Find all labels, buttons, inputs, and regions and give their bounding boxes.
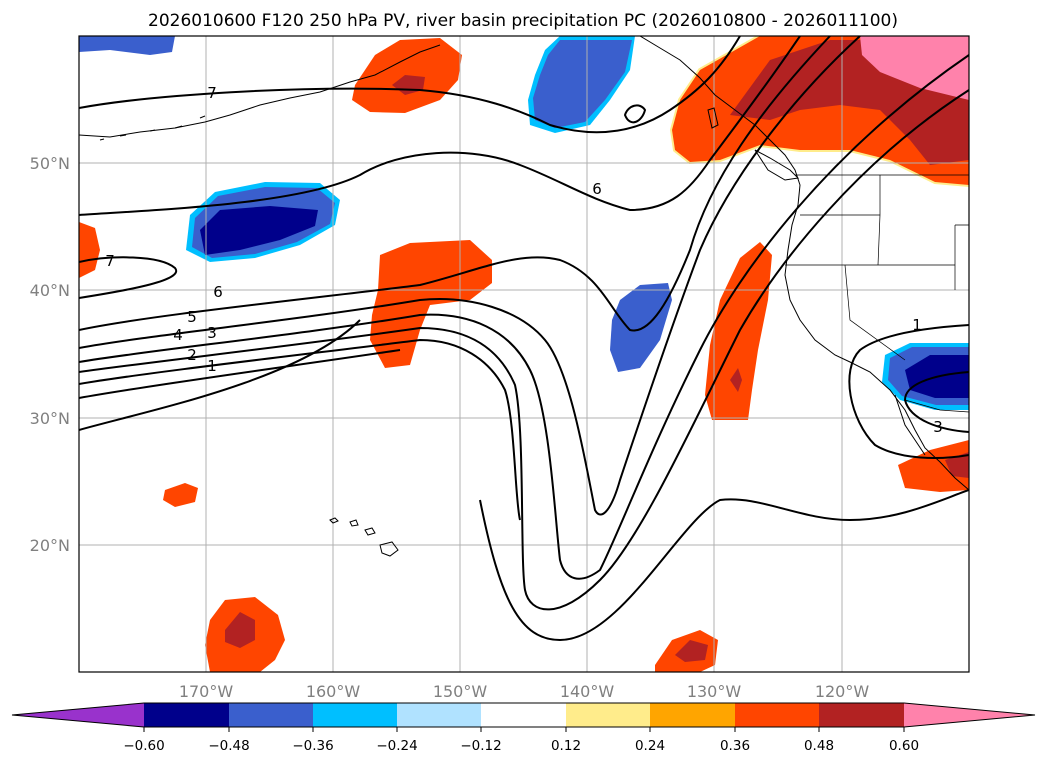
colorbar-tick-label: 0.12 [551,738,581,754]
contour-label: 1 [912,316,922,334]
pv-contour-small-loop [623,104,647,124]
contour-label: 6 [592,180,602,198]
colorbar-tick-label: −0.48 [208,738,249,754]
negative-precip-core [200,206,318,255]
positive-precip-region [370,240,492,368]
pv-contour-1-ridge [79,319,969,642]
precip-shading [79,36,969,672]
colorbar-extend-high [904,703,1035,727]
contour-label: 5 [187,308,197,326]
pv-contour-5 [79,36,861,516]
colorbar-segment [144,703,229,727]
colorbar-segment [313,703,397,727]
map-panel: 7 6 7 6 5 4 3 2 1 1 3 [79,36,969,672]
negative-precip-region [533,40,632,128]
colorbar-segment [819,703,904,727]
contour-labels: 7 6 7 6 5 4 3 2 1 1 3 [105,84,943,436]
contour-label: 3 [933,418,943,436]
contour-label: 7 [105,252,115,270]
colorbar-segment [481,703,566,727]
pv-contours [79,36,969,642]
lon-label: 150°W [433,682,488,701]
pv-contour-3 [79,89,969,611]
colorbar-tick-label: −0.36 [292,738,333,754]
lon-label: 160°W [306,682,361,701]
contour-label: 7 [207,84,217,102]
coastlines [79,36,969,557]
alaska-coast [79,44,441,138]
contour-label: 3 [207,324,217,342]
graticule [79,36,969,672]
map-frame [78,35,970,673]
pv-contour-4 [79,54,969,580]
colorbar-segment [650,703,735,727]
positive-precip-core [675,640,708,662]
lon-label: 140°W [560,682,615,701]
positive-precip-core [945,452,969,478]
state-borders [785,175,969,361]
colorbar-segment [566,703,650,727]
colorbar-segment [735,703,819,727]
colorbar-segment [397,703,481,727]
positive-precip-region [898,440,969,492]
positive-precip-region [163,483,198,507]
pv-contour-7-west [79,256,178,299]
colorbar-segment [229,703,313,727]
north-america-coast [639,36,969,491]
positive-precip-core [730,368,742,392]
latitude-labels: 50°N 40°N 30°N 20°N [30,154,70,555]
colorbar-ticks [143,727,905,732]
contour-label: 1 [207,357,217,375]
contour-label: 4 [173,326,183,344]
colorbar-tick-label: 0.36 [720,738,750,754]
longitude-labels: 170°W 160°W 150°W 140°W 130°W 120°W [179,682,870,701]
contour-label: 2 [187,346,197,364]
pv-contour-2 [79,338,521,521]
colorbar-tick-label: 0.60 [889,738,919,754]
positive-precip-max [860,36,969,100]
lat-label: 40°N [30,281,70,300]
us-mexico-border [904,399,969,413]
pv-contour-7-north [79,36,741,134]
pv-contour-6 [79,36,801,216]
figure-title: 2026010600 F120 250 hPa PV, river basin … [148,11,898,31]
haida-gwaii [707,107,719,129]
pv-contour-3-east [903,371,969,433]
lat-label: 50°N [30,154,70,173]
positive-precip-core [225,612,255,648]
colorbar-tick-label: 0.48 [804,738,834,754]
baja-coast [894,394,926,456]
pv-contour-6b [79,36,831,332]
colorbar-tick-label: −0.12 [460,738,501,754]
colorbar: −0.60 −0.48 −0.36 −0.24 −0.12 0.12 0.24 … [11,702,1036,754]
colorbar-tick-label: 0.24 [635,738,665,754]
colorbar-tick-label: −0.60 [123,738,164,754]
political-borders [785,174,969,413]
vancouver-island [754,149,800,181]
negative-precip-region [610,283,672,372]
colorbar-extend-low [12,703,144,727]
negative-precip-region [79,36,175,55]
lon-label: 170°W [179,682,234,701]
colorbar-tick-label: −0.24 [376,738,417,754]
positive-precip-region [79,222,100,278]
lon-label: 130°W [687,682,742,701]
lon-label: 120°W [815,682,870,701]
lat-label: 20°N [30,536,70,555]
hawaii-islands [329,517,399,557]
ak-islands [99,115,206,141]
lat-label: 30°N [30,409,70,428]
contour-label: 6 [213,283,223,301]
pv-contour-1 [79,349,401,399]
